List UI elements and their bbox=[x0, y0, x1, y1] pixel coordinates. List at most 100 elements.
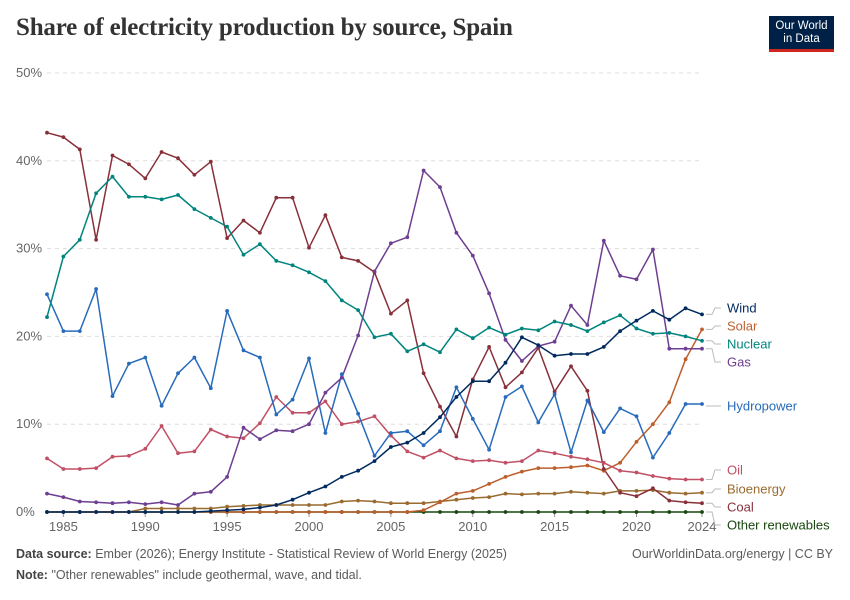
data-point-bioenergy[interactable] bbox=[634, 489, 639, 493]
data-point-wind[interactable] bbox=[110, 510, 115, 514]
data-point-other-renewables[interactable] bbox=[454, 510, 459, 514]
data-point-wind[interactable] bbox=[454, 395, 459, 399]
data-point-coal[interactable] bbox=[601, 467, 606, 471]
data-point-wind[interactable] bbox=[176, 510, 180, 514]
data-point-gas[interactable] bbox=[585, 323, 590, 327]
data-point-hydropower[interactable] bbox=[339, 372, 344, 377]
data-point-hydropower[interactable] bbox=[503, 395, 508, 399]
data-point-coal[interactable] bbox=[307, 245, 311, 250]
data-point-nuclear[interactable] bbox=[421, 342, 426, 347]
legend-label-hydropower[interactable]: Hydropower bbox=[727, 399, 798, 414]
data-point-bioenergy[interactable] bbox=[225, 504, 230, 509]
data-point-bioenergy[interactable] bbox=[290, 503, 295, 507]
data-point-nuclear[interactable] bbox=[143, 194, 148, 199]
data-point-oil[interactable] bbox=[372, 414, 377, 419]
data-point-gas[interactable] bbox=[389, 241, 393, 246]
legend-label-bioenergy[interactable]: Bioenergy bbox=[727, 482, 786, 497]
data-point-coal[interactable] bbox=[94, 237, 98, 242]
data-point-hydropower[interactable] bbox=[274, 412, 279, 417]
data-point-nuclear[interactable] bbox=[176, 193, 180, 197]
data-point-bioenergy[interactable] bbox=[454, 497, 459, 502]
data-point-gas[interactable] bbox=[634, 277, 639, 282]
data-point-bioenergy[interactable] bbox=[176, 506, 180, 511]
data-point-hydropower[interactable] bbox=[618, 406, 622, 411]
data-point-oil[interactable] bbox=[405, 449, 410, 454]
data-point-wind[interactable] bbox=[651, 309, 655, 313]
data-point-hydropower[interactable] bbox=[241, 348, 246, 353]
data-point-coal[interactable] bbox=[651, 486, 655, 491]
data-point-gas[interactable] bbox=[94, 500, 98, 505]
data-point-oil[interactable] bbox=[126, 453, 131, 458]
data-point-other-renewables[interactable] bbox=[683, 510, 688, 514]
data-point-hydropower[interactable] bbox=[601, 430, 606, 434]
data-point-hydropower[interactable] bbox=[683, 402, 688, 406]
data-point-wind[interactable] bbox=[667, 317, 672, 322]
data-point-other-renewables[interactable] bbox=[470, 510, 475, 514]
data-point-nuclear[interactable] bbox=[667, 331, 672, 335]
data-point-wind[interactable] bbox=[503, 360, 508, 365]
data-point-hydropower[interactable] bbox=[585, 398, 590, 403]
data-point-nuclear[interactable] bbox=[651, 331, 655, 336]
data-point-gas[interactable] bbox=[61, 495, 66, 499]
data-point-hydropower[interactable] bbox=[487, 447, 491, 452]
data-point-coal[interactable] bbox=[421, 371, 426, 376]
data-point-coal[interactable] bbox=[389, 311, 393, 316]
data-point-gas[interactable] bbox=[77, 499, 82, 504]
data-point-nuclear[interactable] bbox=[290, 263, 295, 268]
data-point-gas[interactable] bbox=[700, 346, 704, 351]
data-point-solar[interactable] bbox=[569, 465, 573, 470]
data-point-wind[interactable] bbox=[356, 468, 360, 473]
data-point-bioenergy[interactable] bbox=[520, 492, 524, 497]
legend-label-coal[interactable]: Coal bbox=[727, 500, 754, 515]
data-point-wind[interactable] bbox=[274, 503, 279, 507]
source-text[interactable]: Ember (2026); Energy Institute - Statist… bbox=[95, 547, 507, 561]
data-point-coal[interactable] bbox=[487, 345, 491, 349]
data-point-coal[interactable] bbox=[683, 500, 688, 505]
data-point-gas[interactable] bbox=[208, 489, 213, 494]
data-point-nuclear[interactable] bbox=[323, 279, 328, 283]
data-point-coal[interactable] bbox=[503, 385, 508, 390]
data-point-other-renewables[interactable] bbox=[651, 510, 655, 514]
data-point-coal[interactable] bbox=[585, 388, 590, 393]
data-point-nuclear[interactable] bbox=[683, 334, 688, 339]
data-point-solar[interactable] bbox=[634, 439, 639, 444]
data-point-nuclear[interactable] bbox=[634, 326, 639, 331]
data-point-oil[interactable] bbox=[667, 476, 672, 481]
data-point-solar[interactable] bbox=[520, 469, 524, 474]
data-point-nuclear[interactable] bbox=[520, 326, 524, 331]
data-point-oil[interactable] bbox=[470, 459, 475, 463]
data-point-nuclear[interactable] bbox=[339, 298, 344, 303]
data-point-nuclear[interactable] bbox=[274, 259, 279, 263]
data-point-wind[interactable] bbox=[126, 510, 131, 514]
data-point-gas[interactable] bbox=[454, 230, 459, 235]
data-point-wind[interactable] bbox=[61, 510, 66, 514]
legend-label-nuclear[interactable]: Nuclear bbox=[727, 337, 772, 352]
data-point-bioenergy[interactable] bbox=[339, 499, 344, 504]
data-point-gas[interactable] bbox=[110, 501, 115, 506]
data-point-coal[interactable] bbox=[208, 159, 213, 164]
data-point-gas[interactable] bbox=[487, 291, 491, 296]
data-point-bioenergy[interactable] bbox=[307, 503, 311, 507]
data-point-nuclear[interactable] bbox=[389, 331, 393, 336]
data-point-solar[interactable] bbox=[618, 460, 622, 465]
data-point-nuclear[interactable] bbox=[356, 308, 360, 312]
data-point-oil[interactable] bbox=[225, 434, 230, 439]
data-point-solar[interactable] bbox=[339, 510, 344, 514]
data-point-nuclear[interactable] bbox=[700, 338, 704, 343]
data-point-solar[interactable] bbox=[667, 400, 672, 405]
data-point-gas[interactable] bbox=[290, 429, 295, 434]
data-point-hydropower[interactable] bbox=[454, 385, 459, 390]
data-point-solar[interactable] bbox=[405, 510, 410, 514]
data-point-bioenergy[interactable] bbox=[585, 490, 590, 495]
data-point-other-renewables[interactable] bbox=[667, 510, 672, 514]
data-point-other-renewables[interactable] bbox=[536, 510, 541, 514]
data-point-gas[interactable] bbox=[651, 247, 655, 252]
data-point-wind[interactable] bbox=[438, 415, 442, 420]
data-point-coal[interactable] bbox=[258, 230, 262, 235]
data-point-solar[interactable] bbox=[307, 510, 311, 514]
data-point-oil[interactable] bbox=[110, 454, 115, 459]
data-point-bioenergy[interactable] bbox=[683, 491, 688, 496]
data-point-wind[interactable] bbox=[601, 345, 606, 349]
legend-label-wind[interactable]: Wind bbox=[727, 301, 757, 316]
data-point-gas[interactable] bbox=[307, 422, 311, 427]
